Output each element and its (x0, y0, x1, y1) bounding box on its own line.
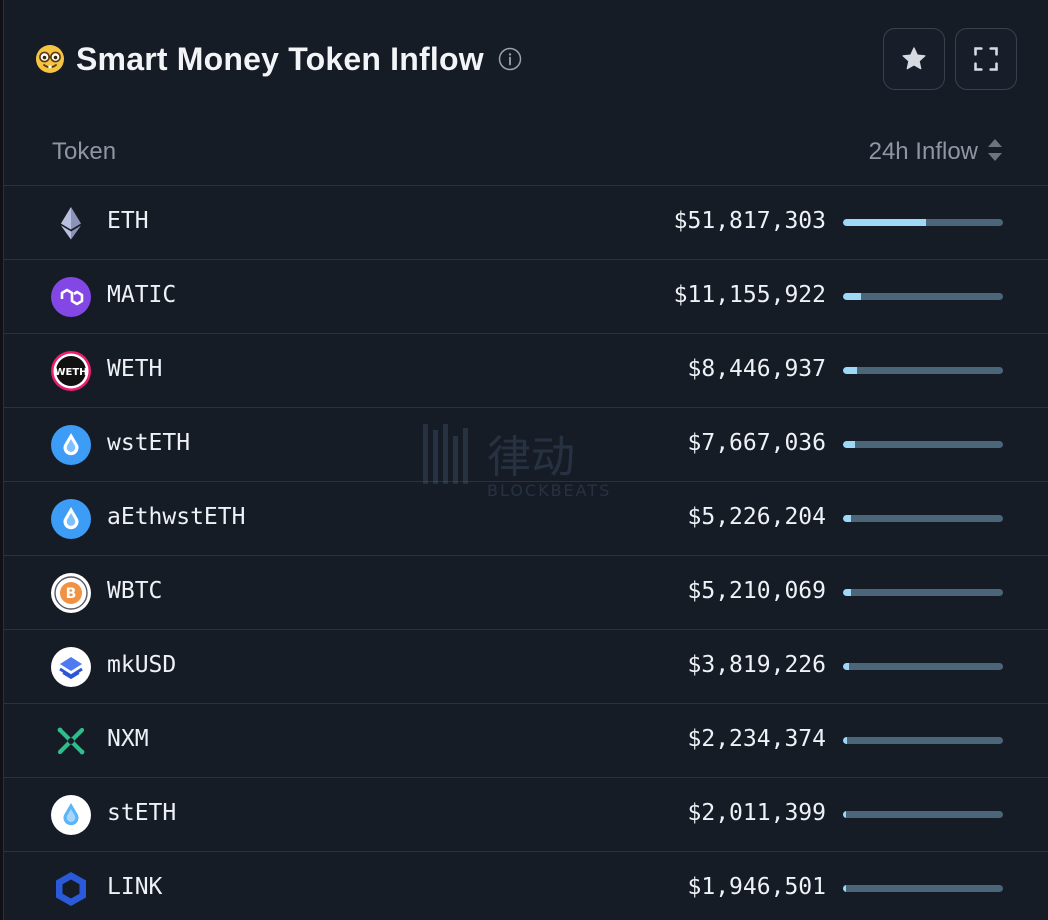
table-row[interactable]: MATIC $11,155,922 (4, 260, 1048, 334)
inflow-bar-fill (843, 737, 847, 744)
inflow-bar-fill (843, 811, 847, 818)
inflow-bar (843, 589, 1003, 596)
table-row[interactable]: wstETH $7,667,036 (4, 408, 1048, 482)
token-symbol[interactable]: WETH (107, 356, 163, 382)
sort-icon[interactable] (986, 136, 1004, 164)
token-symbol[interactable]: NXM (107, 726, 149, 752)
inflow-value: $2,011,399 (687, 800, 826, 826)
nxm-icon (51, 721, 91, 761)
inflow-value: $5,210,069 (687, 578, 826, 604)
inflow-bar (843, 515, 1003, 522)
token-symbol[interactable]: MATIC (107, 282, 177, 308)
table-row[interactable]: ETH $51,817,303 (4, 186, 1048, 260)
nerd-face-icon (36, 45, 64, 73)
inflow-bar (843, 737, 1003, 744)
expand-icon (974, 47, 998, 71)
eth-icon (51, 203, 91, 243)
favorite-button[interactable] (883, 28, 945, 90)
table-row[interactable]: mkUSD $3,819,226 (4, 630, 1048, 704)
token-symbol[interactable]: LINK (107, 874, 163, 900)
inflow-bar-fill (843, 219, 927, 226)
token-inflow-panel: Smart Money Token Inflow Token 24h Inflo… (3, 0, 1048, 920)
token-symbol[interactable]: ETH (107, 208, 149, 234)
link-icon (51, 869, 91, 909)
table-row[interactable]: stETH $2,011,399 (4, 778, 1048, 852)
weth-icon: WETH (51, 351, 91, 391)
wsteth-icon (51, 425, 91, 465)
token-symbol[interactable]: WBTC (107, 578, 163, 604)
inflow-bar-fill (843, 589, 852, 596)
inflow-value: $7,667,036 (687, 430, 826, 456)
inflow-bar-fill (843, 515, 852, 522)
column-header-token: Token (52, 138, 117, 165)
table-row[interactable]: NXM $2,234,374 (4, 704, 1048, 778)
inflow-bar-fill (843, 293, 861, 300)
info-circle-icon[interactable] (498, 47, 522, 71)
token-symbol[interactable]: mkUSD (107, 652, 177, 678)
svg-text:WETH: WETH (54, 367, 87, 378)
table-row[interactable]: LINK $1,946,501 (4, 852, 1048, 920)
svg-text:B: B (66, 586, 77, 602)
page-title: Smart Money Token Inflow (76, 40, 484, 77)
aethwsteth-icon (51, 499, 91, 539)
table-row[interactable]: aEthwstETH $5,226,204 (4, 482, 1048, 556)
inflow-bar (843, 219, 1003, 226)
inflow-value: $1,946,501 (687, 874, 826, 900)
inflow-bar (843, 293, 1003, 300)
token-symbol[interactable]: aEthwstETH (107, 504, 246, 530)
inflow-value: $11,155,922 (673, 282, 826, 308)
steth-icon (51, 795, 91, 835)
inflow-bar (843, 885, 1003, 892)
matic-icon (51, 277, 91, 317)
mkusd-icon (51, 647, 91, 687)
inflow-bar (843, 367, 1003, 374)
token-list: ETH $51,817,303 MATIC $11,155,922 WETH WETH $8… (4, 186, 1048, 920)
panel-header: Smart Money Token Inflow (4, 0, 1048, 118)
inflow-value: $8,446,937 (687, 356, 826, 382)
inflow-bar (843, 441, 1003, 448)
fullscreen-button[interactable] (955, 28, 1017, 90)
token-symbol[interactable]: stETH (107, 800, 177, 826)
inflow-value: $51,817,303 (673, 208, 826, 234)
title-group: Smart Money Token Inflow (34, 38, 522, 80)
inflow-value: $5,226,204 (687, 504, 826, 530)
star-icon (902, 47, 926, 70)
inflow-bar-fill (843, 885, 847, 892)
inflow-bar (843, 811, 1003, 818)
inflow-bar (843, 663, 1003, 670)
column-header-inflow[interactable]: 24h Inflow (868, 138, 978, 165)
inflow-bar-fill (843, 663, 850, 670)
table-header: Token 24h Inflow (4, 118, 1048, 186)
inflow-value: $2,234,374 (687, 726, 826, 752)
wbtc-icon: B (51, 573, 91, 613)
table-row[interactable]: B WBTC $5,210,069 (4, 556, 1048, 630)
inflow-bar-fill (843, 367, 857, 374)
token-symbol[interactable]: wstETH (107, 430, 191, 456)
inflow-bar-fill (843, 441, 856, 448)
inflow-value: $3,819,226 (687, 652, 826, 678)
table-row[interactable]: WETH WETH $8,446,937 (4, 334, 1048, 408)
